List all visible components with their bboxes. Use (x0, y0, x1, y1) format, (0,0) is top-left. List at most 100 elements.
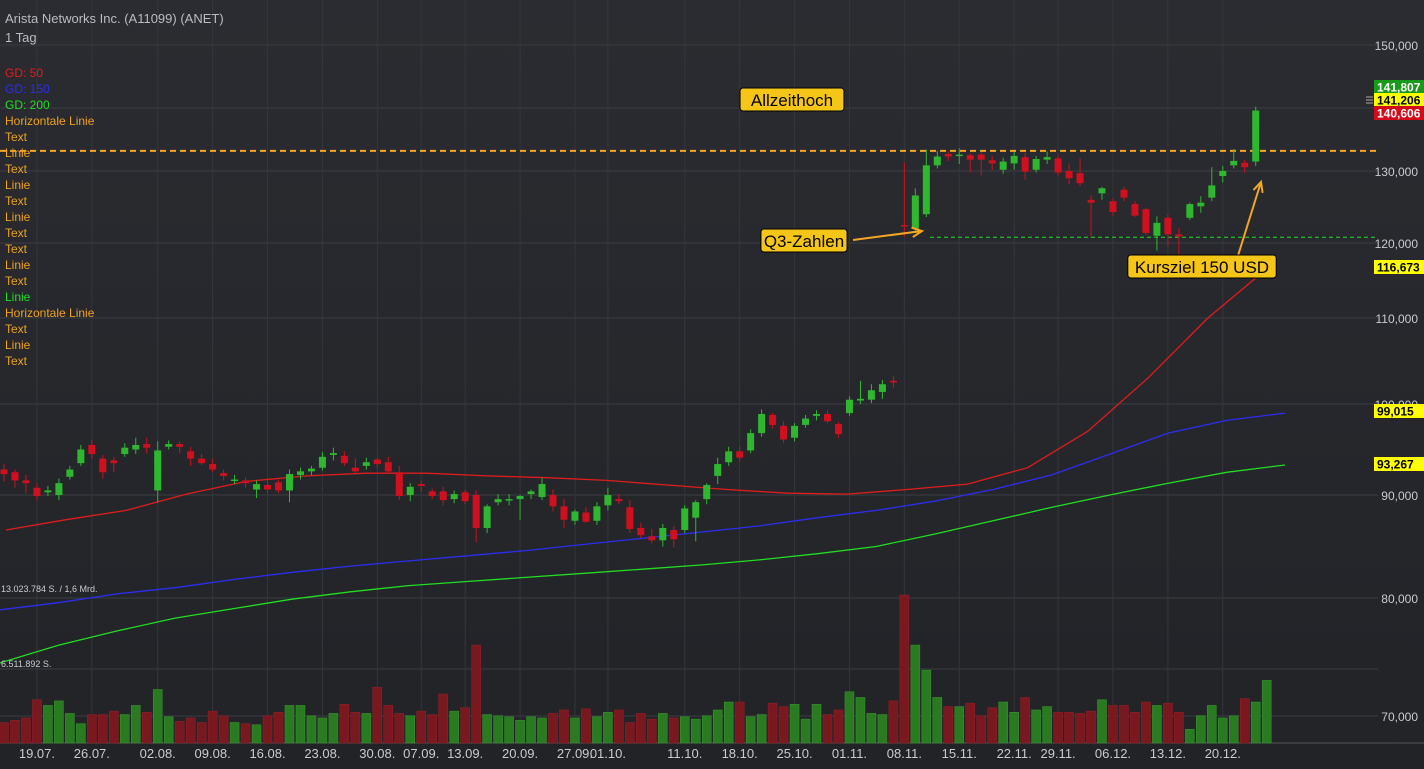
candle-body[interactable] (307, 468, 315, 472)
candle-body[interactable] (1021, 157, 1029, 172)
candle-body[interactable] (373, 459, 381, 465)
legend-item[interactable]: Linie (5, 258, 31, 272)
candle-body[interactable] (922, 165, 930, 215)
candle-body[interactable] (659, 527, 667, 541)
candle-body[interactable] (802, 418, 810, 425)
candle-body[interactable] (1153, 222, 1161, 236)
candle-body[interactable] (253, 484, 261, 490)
candle-body[interactable] (813, 414, 821, 416)
candle-body[interactable] (165, 444, 173, 447)
candle-body[interactable] (593, 506, 601, 521)
candle-body[interactable] (1252, 110, 1260, 162)
candle-body[interactable] (1241, 162, 1249, 168)
candle-body[interactable] (439, 491, 447, 501)
candle-body[interactable] (834, 424, 842, 435)
candle-body[interactable] (977, 154, 985, 160)
candle-body[interactable] (187, 451, 195, 459)
candle-body[interactable] (285, 474, 293, 491)
legend-item[interactable]: Text (5, 162, 28, 176)
candle-body[interactable] (494, 499, 502, 503)
candle-body[interactable] (0, 469, 8, 475)
sma50-line[interactable] (5, 267, 1269, 531)
candle-body[interactable] (55, 483, 63, 495)
candle-body[interactable] (198, 458, 206, 464)
candle-body[interactable] (428, 491, 436, 497)
candle-body[interactable] (637, 527, 645, 536)
candle-body[interactable] (417, 484, 425, 486)
candle-body[interactable] (362, 462, 370, 466)
candle-body[interactable] (648, 536, 656, 541)
candle-body[interactable] (143, 444, 151, 448)
candle-body[interactable] (220, 473, 228, 476)
candle-body[interactable] (461, 492, 469, 502)
candle-body[interactable] (132, 444, 140, 450)
candle-body[interactable] (549, 495, 557, 507)
candle-body[interactable] (1230, 160, 1238, 166)
candle-body[interactable] (231, 479, 239, 482)
candle-body[interactable] (154, 450, 162, 491)
candle-body[interactable] (758, 414, 766, 434)
candle-body[interactable] (604, 495, 612, 506)
candle-body[interactable] (911, 195, 919, 229)
candle-body[interactable] (889, 380, 897, 383)
candle-body[interactable] (845, 399, 853, 414)
candle-body[interactable] (780, 425, 788, 440)
candle-body[interactable] (703, 484, 711, 500)
candle-body[interactable] (1197, 202, 1205, 207)
candle-body[interactable] (99, 458, 107, 473)
legend-item[interactable]: Linie (5, 290, 31, 304)
candle-body[interactable] (395, 472, 403, 497)
candle-body[interactable] (988, 160, 996, 164)
candle-body[interactable] (933, 156, 941, 166)
candle-body[interactable] (538, 484, 546, 498)
candle-body[interactable] (384, 462, 392, 472)
candle-body[interactable] (878, 384, 886, 392)
candle-body[interactable] (11, 472, 19, 481)
legend-item[interactable]: Horizontale Linie (5, 306, 95, 320)
candle-body[interactable] (351, 467, 359, 472)
legend-item[interactable]: GD: 150 (5, 82, 50, 96)
candle-body[interactable] (1109, 201, 1117, 213)
candle-body[interactable] (736, 451, 744, 458)
candle-body[interactable] (110, 460, 118, 464)
legend-item[interactable]: Linie (5, 146, 31, 160)
candle-body[interactable] (406, 486, 414, 495)
candle-body[interactable] (1043, 157, 1051, 160)
candle-body[interactable] (329, 453, 337, 455)
candle-body[interactable] (340, 455, 348, 464)
candle-body[interactable] (527, 491, 535, 495)
candle-body[interactable] (1142, 209, 1150, 233)
candle-body[interactable] (626, 507, 634, 529)
candle-body[interactable] (1120, 189, 1128, 198)
candle-body[interactable] (856, 398, 864, 401)
legend-item[interactable]: Text (5, 322, 28, 336)
candle-body[interactable] (681, 508, 689, 531)
candle-body[interactable] (209, 464, 217, 470)
candle-body[interactable] (1054, 158, 1062, 173)
candle-body[interactable] (505, 499, 513, 501)
candle-body[interactable] (1208, 185, 1216, 198)
candle-body[interactable] (1186, 204, 1194, 218)
candle-body[interactable] (88, 444, 96, 455)
candle-body[interactable] (769, 414, 777, 425)
candle-body[interactable] (318, 456, 326, 468)
candle-body[interactable] (560, 506, 568, 520)
candle-body[interactable] (692, 502, 700, 518)
legend-item[interactable]: GD: 50 (5, 66, 44, 80)
candle-body[interactable] (791, 425, 799, 438)
candle-body[interactable] (296, 471, 304, 475)
candle-body[interactable] (1076, 173, 1084, 184)
candle-body[interactable] (1032, 159, 1040, 170)
candle-body[interactable] (944, 153, 952, 157)
legend-item[interactable]: GD: 200 (5, 98, 50, 112)
candle-body[interactable] (1098, 188, 1106, 194)
candle-body[interactable] (714, 464, 722, 476)
legend-item[interactable]: Text (5, 354, 28, 368)
candle-body[interactable] (44, 490, 52, 493)
candle-body[interactable] (1131, 204, 1139, 216)
candle-body[interactable] (1065, 171, 1073, 179)
candle-body[interactable] (1164, 217, 1172, 235)
candle-body[interactable] (999, 161, 1007, 170)
legend-item[interactable]: Text (5, 194, 28, 208)
